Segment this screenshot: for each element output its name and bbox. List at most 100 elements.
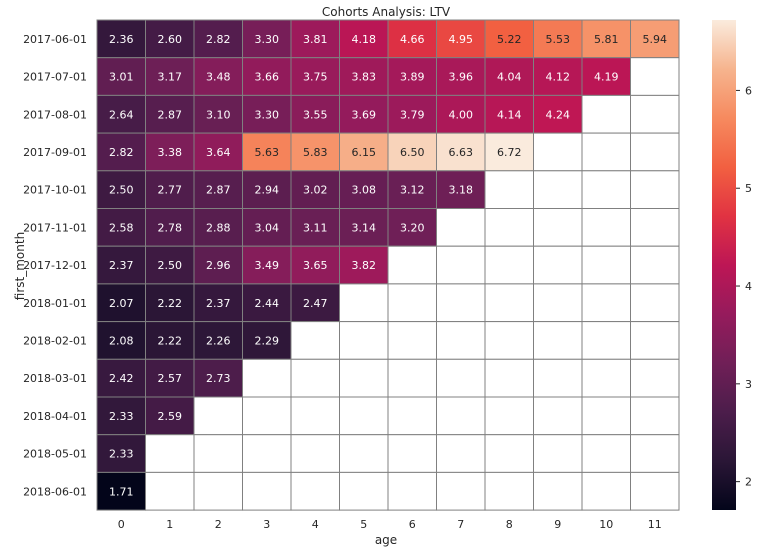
heatmap-cell — [96, 170, 146, 210]
cell-value-label: 2.88 — [206, 221, 231, 234]
heatmap-cell — [581, 132, 631, 172]
heatmap-cell — [290, 283, 340, 323]
heatmap-cell — [96, 19, 146, 59]
heatmap-cell — [96, 471, 146, 511]
cell-value-label: 2.64 — [109, 108, 134, 121]
heatmap-cell — [193, 170, 243, 210]
y-tick-label: 2017-07-01 — [23, 71, 87, 84]
chart-title: Cohorts Analysis: LTV — [322, 5, 451, 19]
cell-value-label: 2.26 — [206, 334, 231, 347]
cell-value-label: 6.15 — [352, 146, 377, 159]
cell-value-label: 4.24 — [546, 108, 571, 121]
heatmap-cell — [630, 358, 680, 398]
heatmap-cell — [290, 471, 340, 511]
heatmap-cell — [581, 358, 631, 398]
heatmap-cell — [484, 170, 534, 210]
heatmap-cell — [436, 396, 486, 436]
x-tick-label: 8 — [506, 518, 513, 531]
heatmap-cell — [436, 57, 486, 96]
heatmap-cell — [581, 471, 631, 511]
y-tick-labels: 2017-06-01 2017-07-01 2017-08-01 2017-09-01… — [23, 33, 87, 498]
heatmap-cell — [193, 471, 243, 511]
heatmap-cell — [387, 396, 437, 436]
heatmap-cells: 2.36 2.60 2.82 3.30 3.81 4.18 4.66 4.95 5.22 5.53… — [96, 19, 680, 511]
cell-value-label: 2.50 — [109, 184, 134, 197]
heatmap-cell — [630, 396, 680, 436]
heatmap-cell — [533, 208, 583, 247]
heatmap-cell — [436, 434, 486, 473]
heatmap-cell — [242, 283, 292, 323]
heatmap-cell — [581, 94, 631, 134]
cell-value-label: 6.50 — [400, 146, 425, 159]
x-tick-label: 0 — [118, 518, 125, 531]
cell-value-label: 2.82 — [109, 146, 134, 159]
heatmap-cell — [630, 208, 680, 247]
heatmap-cell — [96, 321, 146, 360]
x-tick-label: 4 — [312, 518, 319, 531]
cell-value-label: 3.83 — [352, 71, 377, 84]
heatmap-cell — [533, 321, 583, 360]
heatmap-cell — [484, 358, 534, 398]
x-tick-label: 3 — [263, 518, 270, 531]
heatmap-cell — [484, 434, 534, 473]
y-tick-label: 2018-01-01 — [23, 297, 87, 310]
heatmap-cell — [581, 434, 631, 473]
cell-value-label: 2.42 — [109, 372, 134, 385]
heatmap-cell — [290, 358, 340, 398]
cell-value-label: 5.81 — [594, 33, 619, 46]
heatmap-cell — [339, 434, 389, 473]
y-tick-label: 2017-11-01 — [23, 221, 87, 234]
heatmap-cell — [339, 94, 389, 134]
heatmap-cell — [339, 471, 389, 511]
x-tick-label: 11 — [648, 518, 662, 531]
heatmap-cell — [387, 132, 437, 172]
heatmap-cell — [630, 321, 680, 360]
cell-value-label: 2.57 — [158, 372, 183, 385]
heatmap-cell — [630, 132, 680, 172]
heatmap-cell — [339, 132, 389, 172]
cell-value-label: 2.73 — [206, 372, 231, 385]
heatmap-cell — [145, 245, 195, 285]
heatmap-cell — [290, 170, 340, 210]
y-axis-label: first_month — [13, 232, 27, 300]
y-tick-label: 2017-12-01 — [23, 259, 87, 272]
heatmap-cell — [242, 396, 292, 436]
cell-value-label: 6.72 — [497, 146, 522, 159]
y-tick-label: 2018-02-01 — [23, 334, 87, 347]
cell-value-label: 3.38 — [158, 146, 183, 159]
heatmap-cell — [339, 283, 389, 323]
cell-value-label: 4.12 — [546, 71, 571, 84]
cell-value-label: 3.11 — [303, 221, 328, 234]
cell-value-label: 3.66 — [255, 71, 280, 84]
heatmap-cell — [533, 57, 583, 96]
cell-value-label: 2.50 — [158, 259, 183, 272]
heatmap-cell — [630, 283, 680, 323]
heatmap-cell — [581, 208, 631, 247]
colorbar-tick-label: 5 — [745, 182, 752, 195]
y-tick-label: 2017-09-01 — [23, 146, 87, 159]
cell-value-label: 2.07 — [109, 297, 134, 310]
x-tick-labels: 0 1 2 3 4 5 6 7 8 9 10 11 — [118, 518, 662, 531]
cell-value-label: 4.66 — [400, 33, 425, 46]
heatmap-cell — [145, 471, 195, 511]
heatmap-cell — [581, 321, 631, 360]
colorbar-tick-label: 4 — [745, 280, 752, 293]
cell-value-label: 2.33 — [109, 448, 134, 461]
heatmap-cell — [242, 94, 292, 134]
cell-value-label: 3.18 — [449, 184, 474, 197]
cell-value-label: 4.00 — [449, 108, 474, 121]
x-tick-label: 5 — [360, 518, 367, 531]
heatmap-cell — [387, 321, 437, 360]
heatmap-cell — [96, 208, 146, 247]
cell-value-label: 5.53 — [546, 33, 571, 46]
cell-value-label: 3.02 — [303, 184, 328, 197]
cell-value-label: 2.36 — [109, 33, 134, 46]
cell-value-label: 3.01 — [109, 71, 134, 84]
heatmap-cell — [387, 283, 437, 323]
cell-value-label: 3.12 — [400, 184, 425, 197]
heatmap-cell — [387, 434, 437, 473]
x-tick-label: 10 — [599, 518, 613, 531]
heatmap-cell — [533, 245, 583, 285]
cell-value-label: 4.04 — [497, 71, 522, 84]
x-tick-label: 1 — [166, 518, 173, 531]
